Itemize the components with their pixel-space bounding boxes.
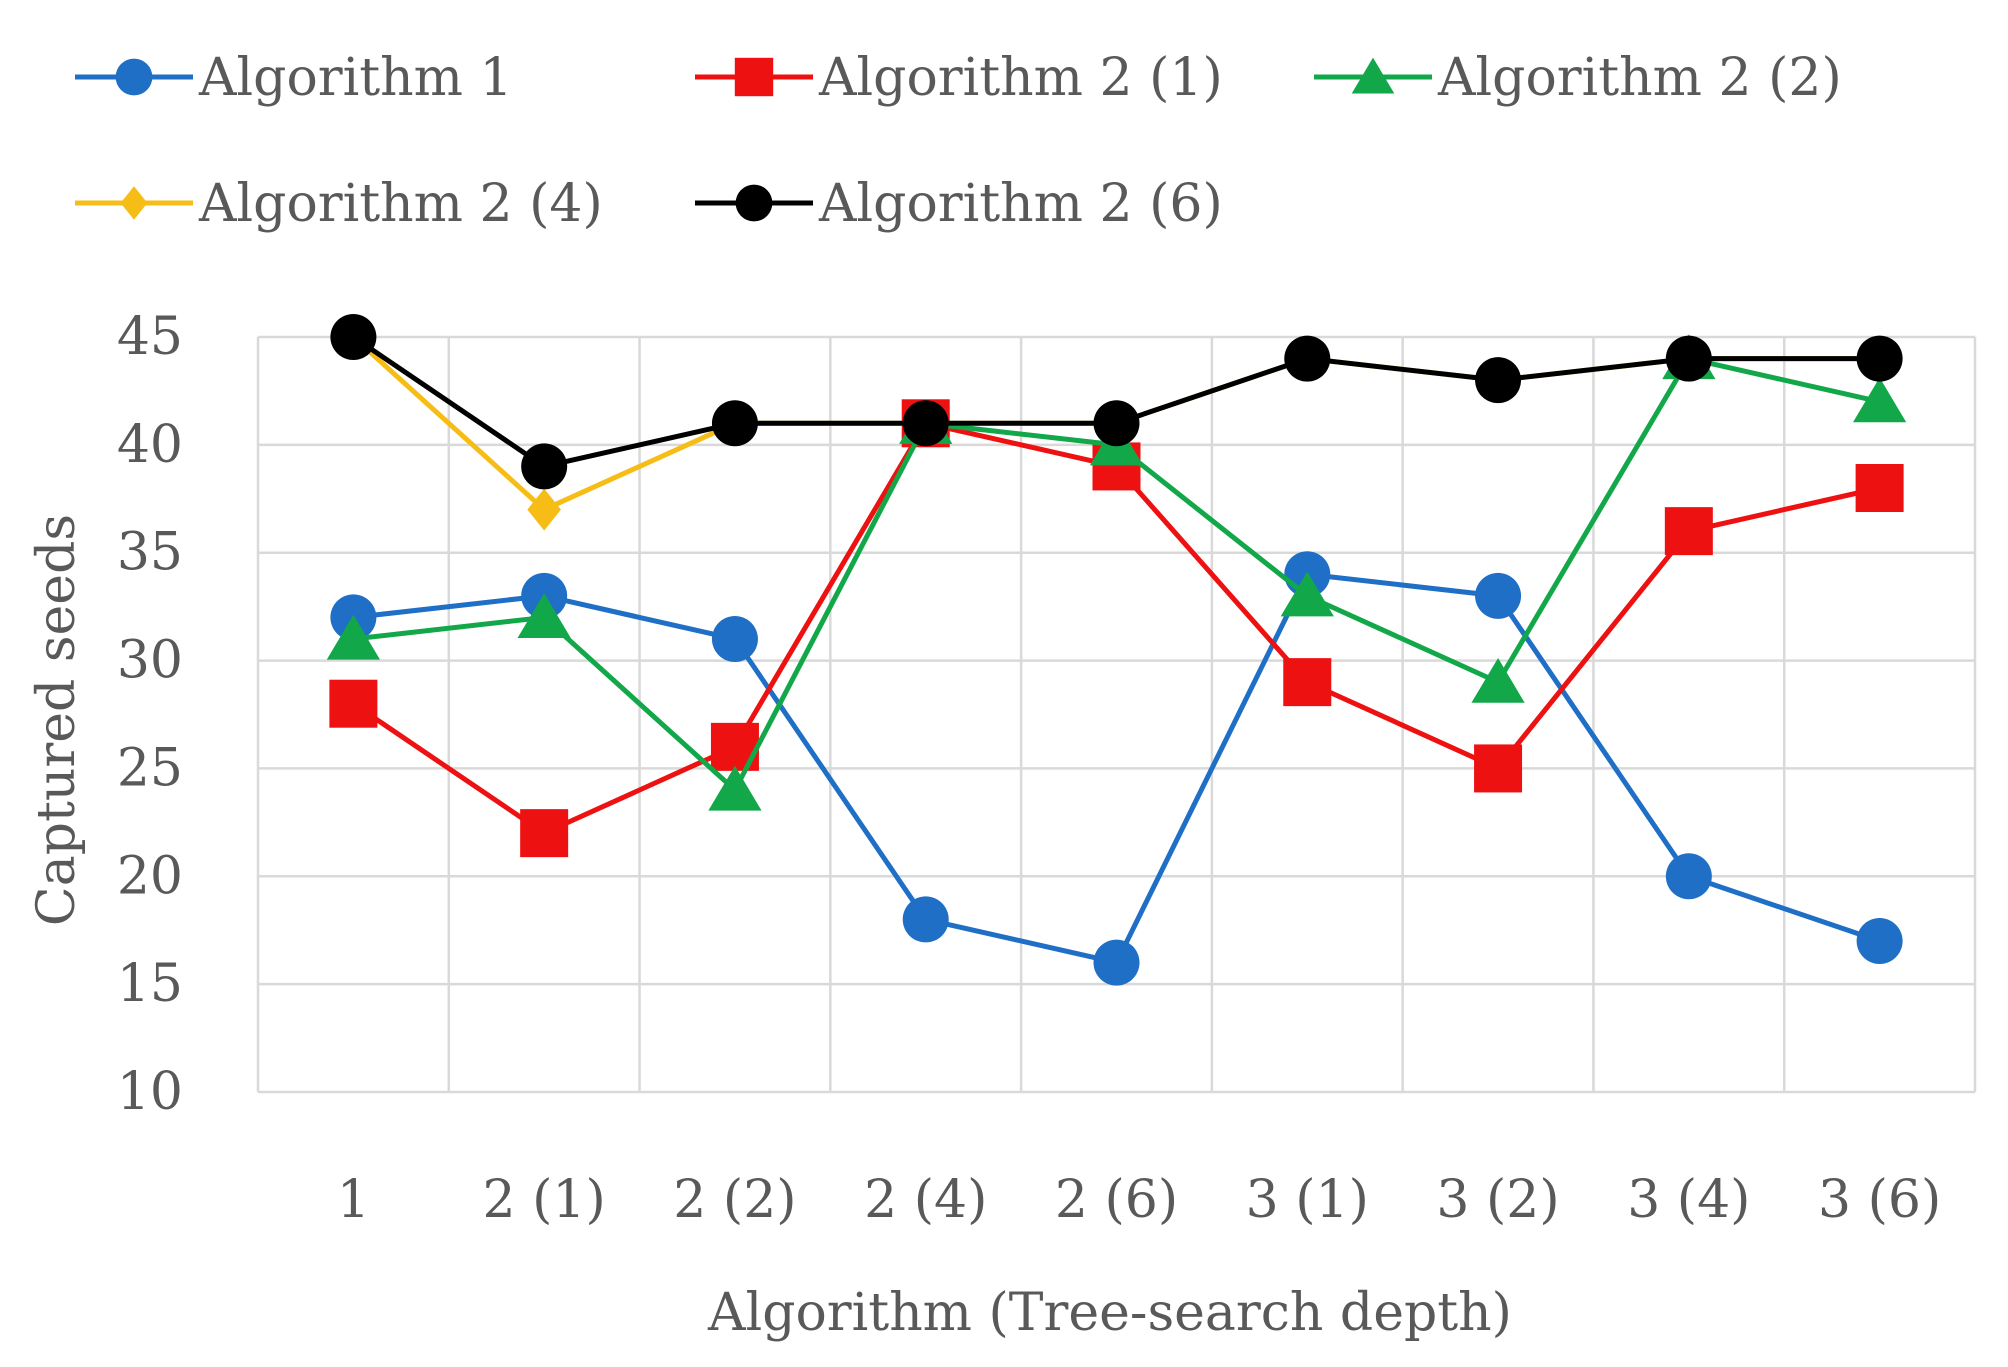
data-point	[1855, 464, 1904, 512]
data-point	[711, 400, 758, 447]
data-point	[710, 722, 759, 771]
x-tick-label: 2 (2)	[673, 1170, 796, 1230]
legend-label: Algorithm 2 (6)	[818, 174, 1223, 234]
plot-area: 10 15 20 25 30 35 40 45 1 2 (1) 2 (2) 2 (4) 2 (6) 3 …	[117, 307, 1977, 1230]
x-tick-label: 3 (4)	[1627, 1170, 1750, 1230]
legend: Algorithm 1 Algorithm 2 (1) Algorithm 2 (2…	[75, 48, 1842, 234]
data-point	[1283, 658, 1332, 707]
data-point	[1093, 939, 1140, 986]
data-point	[1284, 335, 1331, 382]
data-point	[1093, 400, 1140, 447]
data-point	[1665, 335, 1712, 382]
data-point	[521, 443, 568, 490]
data-point	[329, 679, 378, 728]
x-axis-title: Algorithm (Tree-search depth)	[707, 1283, 1512, 1343]
series-5	[330, 314, 1903, 490]
series-group	[326, 314, 1907, 986]
legend-label: Algorithm 2 (4)	[198, 174, 603, 234]
legend-marker	[115, 58, 153, 96]
data-point	[1664, 507, 1713, 556]
data-point	[330, 314, 377, 360]
legend-entry: Algorithm 2 (6)	[695, 174, 1223, 234]
data-point	[1856, 918, 1903, 964]
data-point	[1280, 571, 1334, 617]
legend-marker	[735, 184, 773, 222]
data-point	[326, 614, 381, 660]
legend-entry: Algorithm 2 (1)	[695, 48, 1223, 108]
data-point	[517, 593, 571, 638]
data-point	[711, 616, 758, 662]
data-point	[1475, 572, 1522, 619]
legend-marker	[734, 57, 774, 97]
x-tick-label: 2 (4)	[864, 1170, 987, 1230]
data-point	[902, 896, 949, 943]
x-tick-label: 3 (1)	[1246, 1170, 1369, 1230]
x-tick-label: 3 (2)	[1436, 1170, 1559, 1230]
y-tick-label: 40	[117, 415, 183, 475]
data-point	[1471, 657, 1525, 703]
data-point	[902, 400, 949, 447]
x-tick-label: 3 (6)	[1818, 1170, 1941, 1230]
data-point	[1474, 744, 1523, 793]
x-tick-label: 2 (1)	[483, 1170, 606, 1230]
y-tick-label: 30	[117, 631, 183, 691]
y-tick-label: 25	[117, 738, 183, 798]
x-tick-label: 1	[337, 1170, 370, 1230]
legend-entry: Algorithm 1	[75, 48, 513, 108]
x-tick-label: 2 (6)	[1055, 1170, 1178, 1230]
legend-label: Algorithm 1	[198, 48, 513, 108]
y-tick-label: 20	[117, 846, 183, 906]
data-point	[520, 809, 569, 858]
y-axis-ticks: 10 15 20 25 30 35 40 45	[117, 307, 183, 1122]
data-point	[1665, 853, 1712, 900]
legend-entry: Algorithm 2 (4)	[75, 174, 603, 234]
data-point	[1475, 357, 1522, 404]
data-point	[1852, 377, 1907, 423]
y-tick-label: 10	[117, 1062, 183, 1122]
data-point	[1856, 335, 1903, 382]
legend-label: Algorithm 2 (2)	[1437, 48, 1842, 108]
data-point	[708, 765, 762, 811]
y-tick-label: 45	[117, 307, 183, 367]
legend-entry: Algorithm 2 (2)	[1314, 48, 1842, 108]
legend-marker	[1351, 57, 1395, 94]
series-1	[330, 551, 1903, 986]
x-axis-ticks: 1 2 (1) 2 (2) 2 (4) 2 (6) 3 (1) 3 (2) 3 (4) 3 (6…	[337, 1170, 1941, 1230]
y-axis-title: Captured seeds	[27, 514, 87, 926]
legend-marker	[120, 186, 148, 220]
data-point	[527, 488, 561, 531]
y-tick-label: 15	[117, 954, 183, 1014]
legend-label: Algorithm 2 (1)	[818, 48, 1223, 108]
y-tick-label: 35	[117, 523, 183, 583]
